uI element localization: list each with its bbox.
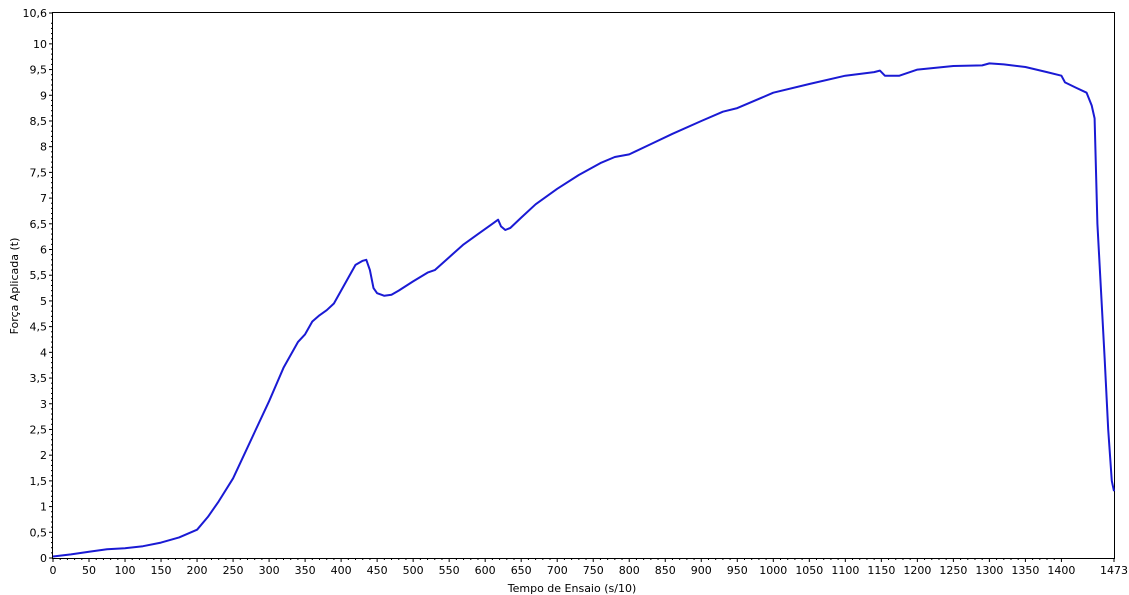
x-tick-label: 750 [583,564,604,577]
y-tick-label: 10,6 [23,7,48,20]
y-tick-label: 4 [40,346,47,359]
x-tick-label: 1150 [867,564,895,577]
x-axis-title: Tempo de Ensaio (s/10) [507,582,636,595]
y-tick-label: 1,5 [30,475,48,488]
x-tick-label: 900 [691,564,712,577]
y-tick-label: 3 [40,398,47,411]
x-tick-label: 650 [511,564,532,577]
x-tick-label: 150 [151,564,172,577]
y-tick-label: 9,5 [30,64,48,77]
x-tick-label: 1100 [831,564,859,577]
x-tick-label: 1200 [903,564,931,577]
x-tick-label: 600 [475,564,496,577]
y-tick-label: 0,5 [30,526,48,539]
x-tick-label: 1300 [975,564,1003,577]
x-tick-label: 0 [50,564,57,577]
x-tick-label: 350 [295,564,316,577]
x-tick-label: 500 [403,564,424,577]
y-tick-label: 1 [40,501,47,514]
x-tick-label: 950 [727,564,748,577]
x-tick-label: 50 [82,564,96,577]
x-tick-label: 800 [619,564,640,577]
y-tick-label: 0 [40,552,47,565]
y-tick-label: 6 [40,244,47,257]
x-tick-label: 1350 [1011,564,1039,577]
x-tick-label: 850 [655,564,676,577]
y-tick-label: 4,5 [30,321,48,334]
x-tick-label: 550 [439,564,460,577]
x-tick-label: 100 [115,564,136,577]
y-tick-label: 8 [40,141,47,154]
y-tick-label: 8,5 [30,115,48,128]
y-axis-title: Força Aplicada (t) [8,238,21,335]
y-tick-label: 2 [40,449,47,462]
x-tick-label: 200 [187,564,208,577]
x-tick-label: 700 [547,564,568,577]
x-tick-label: 1050 [795,564,823,577]
y-tick-label: 7 [40,192,47,205]
series-layer [52,62,1115,558]
x-tick-label: 450 [367,564,388,577]
y-tick-label: 5 [40,295,47,308]
x-axis: 0 50 100 150 200 250 300 350 400 450 500 550 600 650 7… [50,558,1128,577]
x-tick-label: 400 [331,564,352,577]
y-axis: 0 0,5 1 1,5 2 2,5 3 3,5 4 4,5 5 5,5 6 6,5 7 7,5 8 8,5 9 9,5… [23,7,53,565]
x-tick-label: 250 [223,564,244,577]
y-tick-label: 9 [40,89,47,102]
x-tick-label: 1000 [759,564,787,577]
y-tick-label: 6,5 [30,218,48,231]
y-tick-label: 3,5 [30,372,48,385]
x-tick-label: 1250 [939,564,967,577]
x-tick-label: 1400 [1047,564,1075,577]
y-tick-label: 10 [33,38,47,51]
series-line [52,62,1115,558]
y-tick-label: 7,5 [30,166,48,179]
y-tick-label: 5,5 [30,269,48,282]
y-tick-label: 2,5 [30,423,48,436]
x-tick-label: 1473 [1100,564,1128,577]
x-tick-label: 300 [259,564,280,577]
plot-frame [52,12,1115,559]
